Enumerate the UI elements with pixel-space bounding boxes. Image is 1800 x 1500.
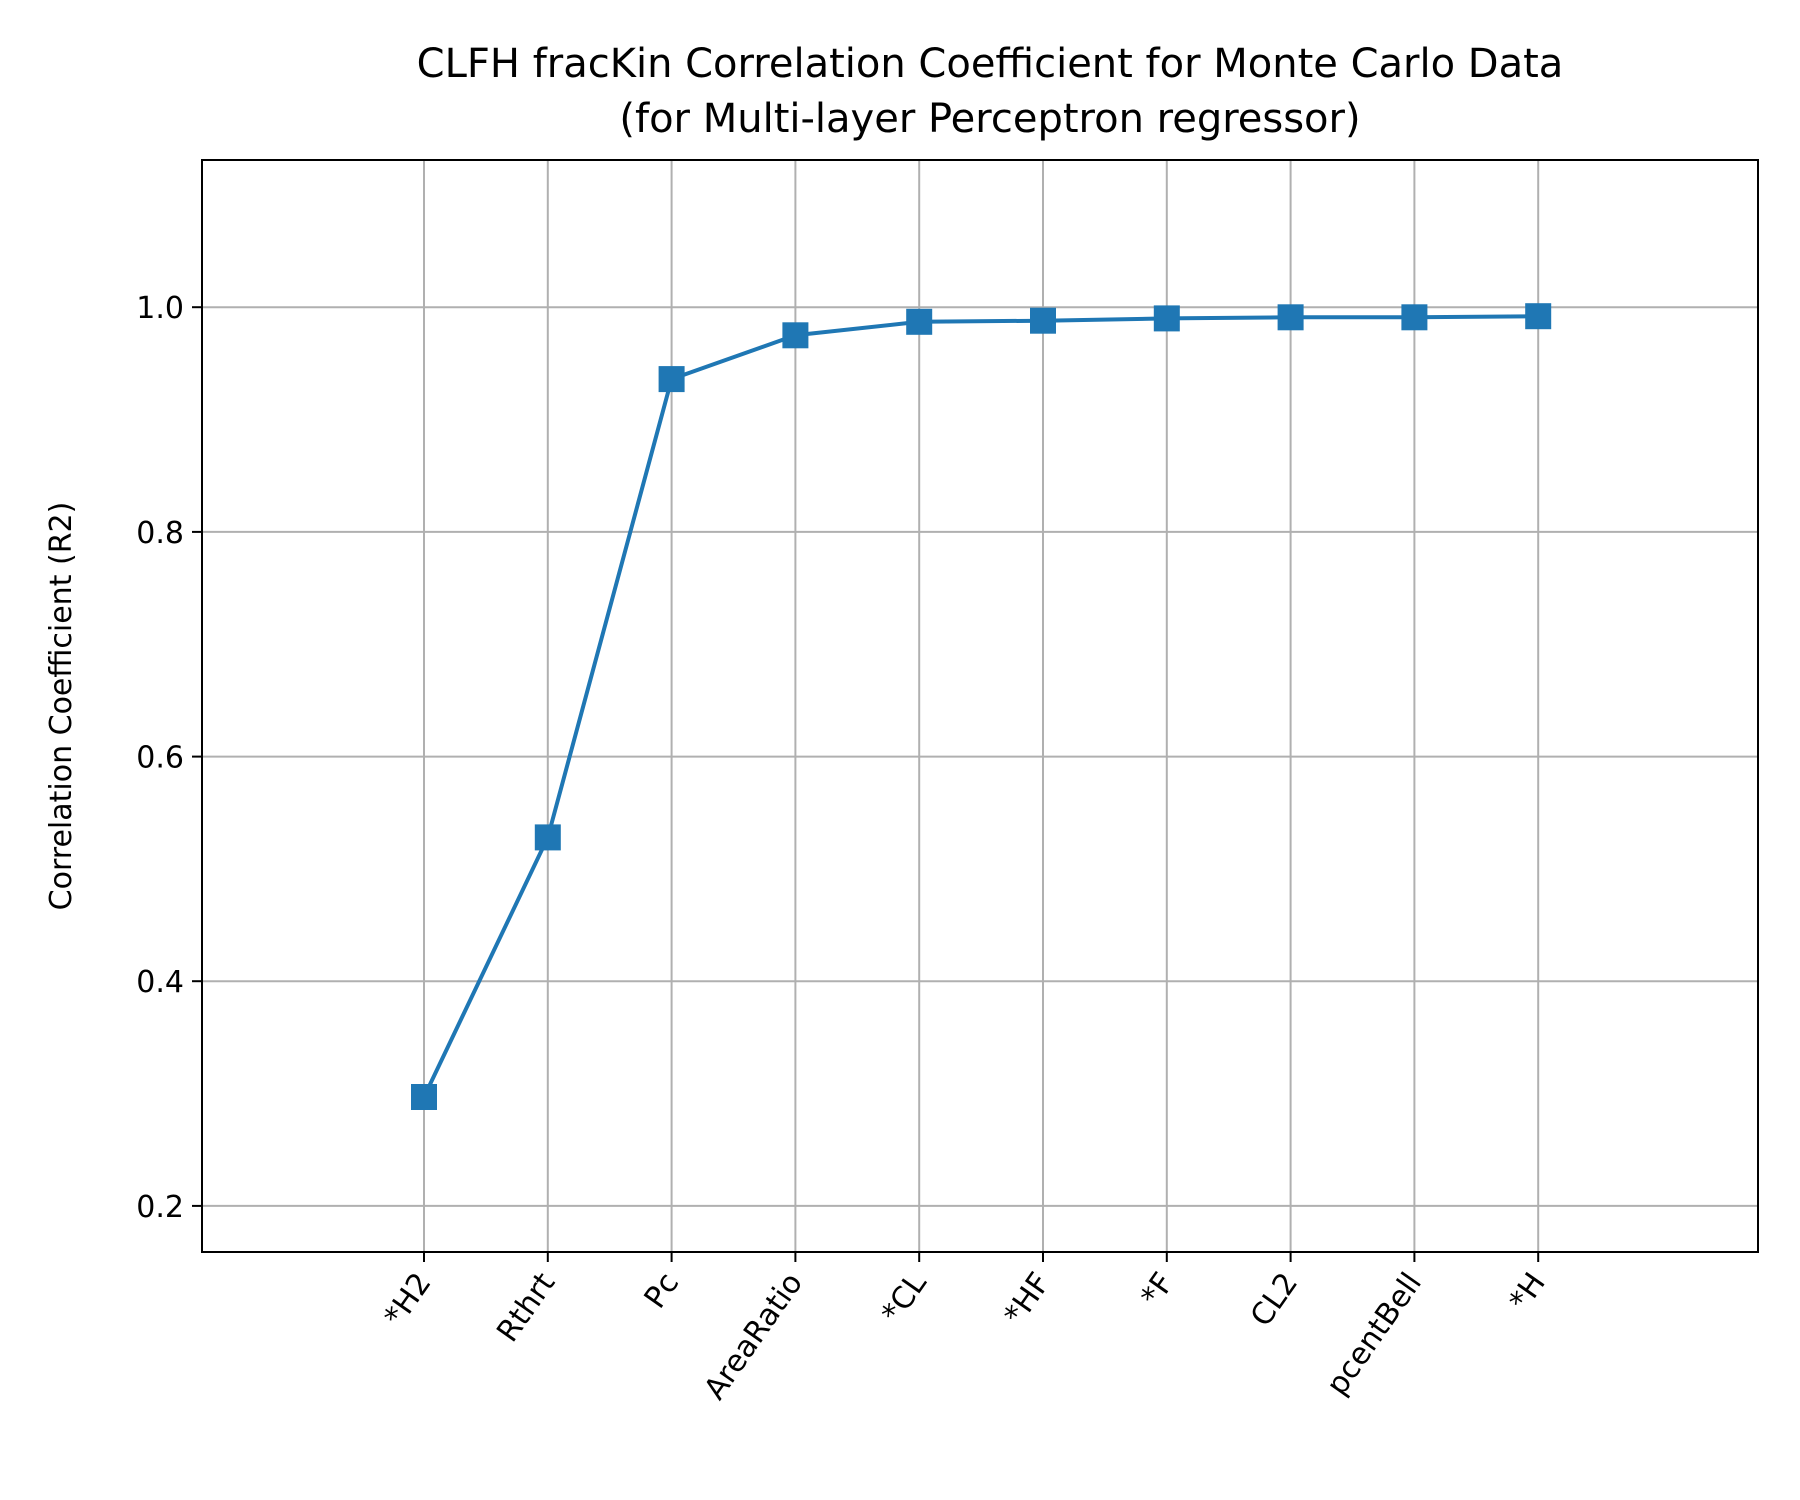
y-tick-label: 1.0	[136, 291, 184, 326]
data-point	[534, 824, 561, 851]
y-tick-label: 0.6	[136, 741, 184, 776]
data-point	[1525, 303, 1552, 330]
y-axis: 0.2 0.4 0.6 0.8 1.0	[136, 291, 202, 1225]
data-point	[1153, 305, 1180, 332]
data-point	[658, 366, 685, 393]
y-axis-label: Correlation Coefficient (R2)	[44, 502, 79, 911]
data-point	[1030, 307, 1056, 334]
data-point	[906, 308, 933, 335]
data-point	[411, 1084, 437, 1110]
y-tick-label: 0.4	[136, 965, 184, 1000]
series-line	[422, 314, 1541, 1099]
plot-frame	[201, 159, 1759, 1253]
chart-subtitle: (for Multi-layer Perceptron regressor)	[619, 96, 1360, 142]
series-layer	[411, 303, 1552, 1110]
data-point	[1277, 304, 1304, 331]
y-tick-label: 0.2	[136, 1190, 184, 1225]
chart-title: CLFH fracKin Correlation Coefficient for…	[417, 41, 1564, 87]
data-point	[1401, 304, 1428, 331]
y-tick-label: 0.8	[136, 516, 184, 551]
data-point	[782, 322, 809, 349]
